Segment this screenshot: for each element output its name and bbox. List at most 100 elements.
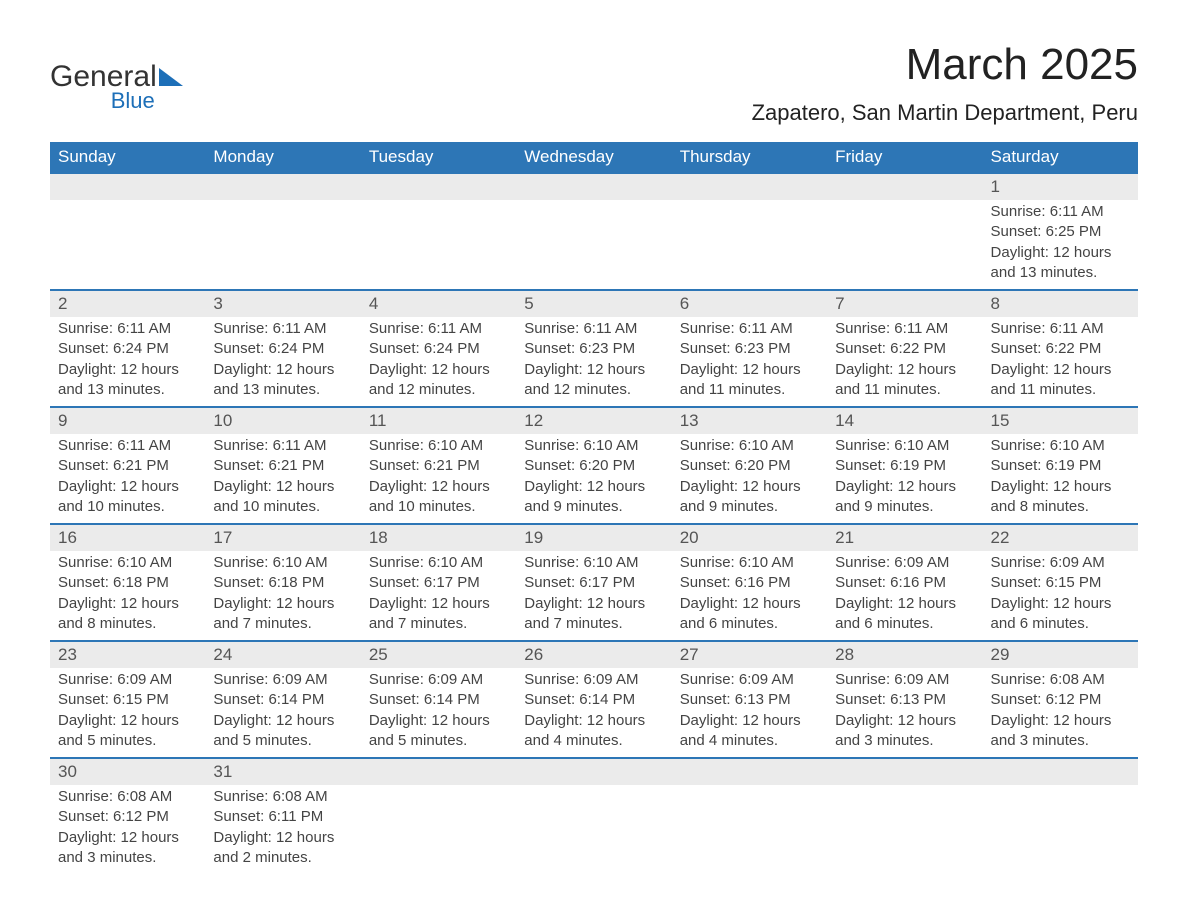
daylight-text: Daylight: 12 hours and 3 minutes. (991, 711, 1130, 752)
daylight-text: Daylight: 12 hours and 12 minutes. (524, 360, 663, 401)
day-data: Sunrise: 6:11 AMSunset: 6:24 PMDaylight:… (50, 317, 205, 407)
day-number: 16 (50, 524, 205, 551)
week-data-row: Sunrise: 6:10 AMSunset: 6:18 PMDaylight:… (50, 551, 1138, 641)
day-number (983, 758, 1138, 785)
day-number: 6 (672, 290, 827, 317)
day-number: 18 (361, 524, 516, 551)
day-data: Sunrise: 6:10 AMSunset: 6:17 PMDaylight:… (516, 551, 671, 641)
day-data: Sunrise: 6:11 AMSunset: 6:22 PMDaylight:… (827, 317, 982, 407)
day-number (827, 173, 982, 200)
sunrise-text: Sunrise: 6:09 AM (835, 670, 974, 690)
calendar-body: 1Sunrise: 6:11 AMSunset: 6:25 PMDaylight… (50, 173, 1138, 874)
daylight-text: Daylight: 12 hours and 6 minutes. (680, 594, 819, 635)
sunset-text: Sunset: 6:12 PM (58, 807, 197, 827)
sunrise-text: Sunrise: 6:11 AM (58, 436, 197, 456)
day-of-week-row: Sunday Monday Tuesday Wednesday Thursday… (50, 142, 1138, 173)
day-data (827, 785, 982, 874)
daylight-text: Daylight: 12 hours and 5 minutes. (213, 711, 352, 752)
day-data: Sunrise: 6:11 AMSunset: 6:23 PMDaylight:… (516, 317, 671, 407)
sunrise-text: Sunrise: 6:10 AM (58, 553, 197, 573)
sunset-text: Sunset: 6:14 PM (369, 690, 508, 710)
day-number: 4 (361, 290, 516, 317)
daylight-text: Daylight: 12 hours and 4 minutes. (680, 711, 819, 752)
week-daynum-row: 16171819202122 (50, 524, 1138, 551)
day-data: Sunrise: 6:10 AMSunset: 6:21 PMDaylight:… (361, 434, 516, 524)
sunrise-text: Sunrise: 6:11 AM (58, 319, 197, 339)
week-data-row: Sunrise: 6:11 AMSunset: 6:24 PMDaylight:… (50, 317, 1138, 407)
daylight-text: Daylight: 12 hours and 8 minutes. (991, 477, 1130, 518)
sunrise-text: Sunrise: 6:08 AM (213, 787, 352, 807)
dow-sunday: Sunday (50, 142, 205, 173)
day-number: 10 (205, 407, 360, 434)
sunset-text: Sunset: 6:18 PM (213, 573, 352, 593)
day-data: Sunrise: 6:10 AMSunset: 6:19 PMDaylight:… (827, 434, 982, 524)
logo-text-blue: Blue (50, 88, 155, 114)
sunrise-text: Sunrise: 6:11 AM (213, 436, 352, 456)
day-number: 15 (983, 407, 1138, 434)
sunrise-text: Sunrise: 6:10 AM (213, 553, 352, 573)
week-daynum-row: 9101112131415 (50, 407, 1138, 434)
sunrise-text: Sunrise: 6:11 AM (835, 319, 974, 339)
sunrise-text: Sunrise: 6:11 AM (991, 202, 1130, 222)
daylight-text: Daylight: 12 hours and 3 minutes. (835, 711, 974, 752)
daylight-text: Daylight: 12 hours and 11 minutes. (835, 360, 974, 401)
day-number: 9 (50, 407, 205, 434)
sunset-text: Sunset: 6:16 PM (680, 573, 819, 593)
day-number: 2 (50, 290, 205, 317)
day-number: 19 (516, 524, 671, 551)
day-data: Sunrise: 6:09 AMSunset: 6:13 PMDaylight:… (672, 668, 827, 758)
day-number (361, 173, 516, 200)
day-data (672, 785, 827, 874)
day-number: 31 (205, 758, 360, 785)
day-data (516, 200, 671, 290)
day-number: 13 (672, 407, 827, 434)
daylight-text: Daylight: 12 hours and 5 minutes. (369, 711, 508, 752)
sunset-text: Sunset: 6:16 PM (835, 573, 974, 593)
week-data-row: Sunrise: 6:09 AMSunset: 6:15 PMDaylight:… (50, 668, 1138, 758)
day-number: 3 (205, 290, 360, 317)
day-number: 29 (983, 641, 1138, 668)
daylight-text: Daylight: 12 hours and 13 minutes. (213, 360, 352, 401)
sunset-text: Sunset: 6:11 PM (213, 807, 352, 827)
sunset-text: Sunset: 6:24 PM (58, 339, 197, 359)
daylight-text: Daylight: 12 hours and 11 minutes. (991, 360, 1130, 401)
day-data: Sunrise: 6:09 AMSunset: 6:15 PMDaylight:… (983, 551, 1138, 641)
day-data: Sunrise: 6:10 AMSunset: 6:18 PMDaylight:… (50, 551, 205, 641)
day-number: 5 (516, 290, 671, 317)
daylight-text: Daylight: 12 hours and 5 minutes. (58, 711, 197, 752)
sunset-text: Sunset: 6:13 PM (680, 690, 819, 710)
day-number (672, 173, 827, 200)
sunrise-text: Sunrise: 6:09 AM (58, 670, 197, 690)
sunset-text: Sunset: 6:24 PM (369, 339, 508, 359)
location-title: Zapatero, San Martin Department, Peru (752, 100, 1138, 126)
day-number (827, 758, 982, 785)
daylight-text: Daylight: 12 hours and 11 minutes. (680, 360, 819, 401)
day-number: 27 (672, 641, 827, 668)
sunrise-text: Sunrise: 6:10 AM (680, 553, 819, 573)
day-data: Sunrise: 6:11 AMSunset: 6:22 PMDaylight:… (983, 317, 1138, 407)
day-number: 30 (50, 758, 205, 785)
sunset-text: Sunset: 6:14 PM (524, 690, 663, 710)
sunrise-text: Sunrise: 6:11 AM (680, 319, 819, 339)
day-number: 11 (361, 407, 516, 434)
week-data-row: Sunrise: 6:11 AMSunset: 6:21 PMDaylight:… (50, 434, 1138, 524)
sunset-text: Sunset: 6:21 PM (213, 456, 352, 476)
daylight-text: Daylight: 12 hours and 7 minutes. (524, 594, 663, 635)
sunrise-text: Sunrise: 6:10 AM (369, 553, 508, 573)
sunset-text: Sunset: 6:21 PM (369, 456, 508, 476)
day-data: Sunrise: 6:09 AMSunset: 6:13 PMDaylight:… (827, 668, 982, 758)
sunset-text: Sunset: 6:12 PM (991, 690, 1130, 710)
daylight-text: Daylight: 12 hours and 9 minutes. (524, 477, 663, 518)
sunset-text: Sunset: 6:18 PM (58, 573, 197, 593)
day-data: Sunrise: 6:10 AMSunset: 6:20 PMDaylight:… (516, 434, 671, 524)
sunrise-text: Sunrise: 6:08 AM (58, 787, 197, 807)
day-number: 20 (672, 524, 827, 551)
daylight-text: Daylight: 12 hours and 7 minutes. (369, 594, 508, 635)
title-block: March 2025 Zapatero, San Martin Departme… (752, 40, 1138, 136)
daylight-text: Daylight: 12 hours and 12 minutes. (369, 360, 508, 401)
sunrise-text: Sunrise: 6:11 AM (991, 319, 1130, 339)
sunrise-text: Sunrise: 6:09 AM (524, 670, 663, 690)
day-data: Sunrise: 6:11 AMSunset: 6:21 PMDaylight:… (50, 434, 205, 524)
sunrise-text: Sunrise: 6:11 AM (524, 319, 663, 339)
day-number: 22 (983, 524, 1138, 551)
